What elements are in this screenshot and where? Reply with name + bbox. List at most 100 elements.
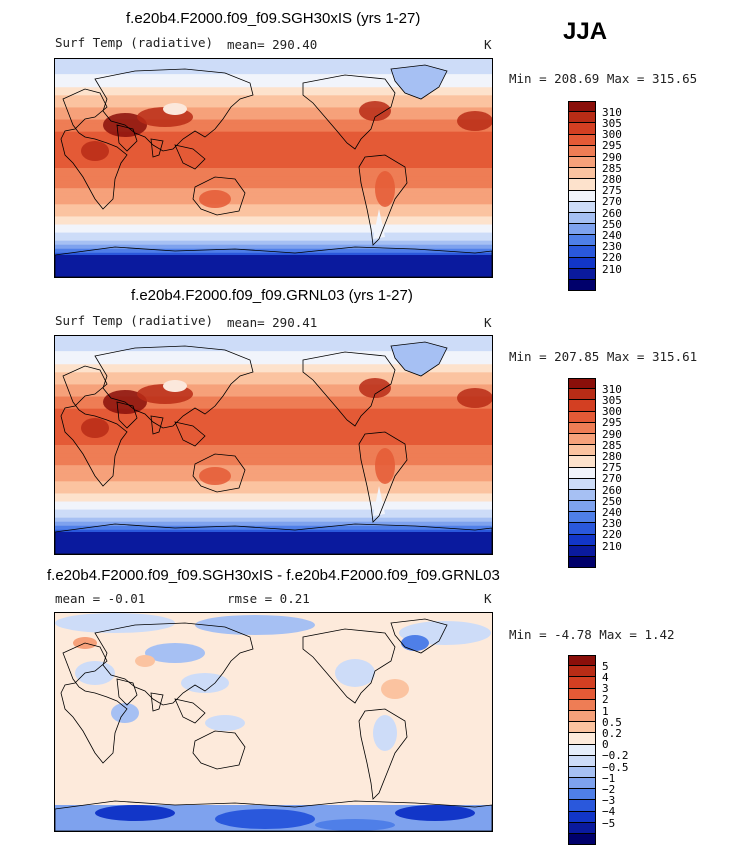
temperature-band	[55, 234, 492, 238]
temperature-band	[55, 501, 492, 507]
temperature-band	[55, 517, 492, 521]
temperature-band	[55, 485, 492, 491]
colorbar-swatch	[568, 811, 596, 823]
temperature-band	[55, 525, 492, 529]
temperature-band	[55, 523, 492, 527]
temperature-band	[55, 364, 492, 369]
temperature-band	[55, 131, 492, 137]
temperature-band	[55, 354, 492, 358]
colorbar-swatches-bottom	[568, 655, 596, 845]
colorbar-swatch	[568, 389, 596, 401]
colorbar-swatch	[568, 257, 596, 269]
temperature-band	[55, 445, 492, 450]
temperature-band	[55, 345, 492, 349]
difference-region	[401, 635, 429, 651]
coastline-south-america	[358, 431, 408, 523]
colorbar-tick-label: 230	[602, 240, 622, 254]
colorbar-tick-label: −1	[602, 771, 616, 785]
temperature-band	[55, 489, 492, 495]
temperature-band	[55, 396, 492, 402]
mean-label-middle: mean= 290.41	[227, 315, 318, 330]
temperature-band	[55, 388, 492, 394]
season-label: JJA	[563, 18, 608, 45]
colorbar-tick-label: 220	[602, 251, 622, 265]
temperature-band	[55, 351, 492, 355]
coastline-greenland	[390, 341, 448, 377]
colorbar-tick-label: 0	[602, 738, 609, 752]
temperature-band	[55, 248, 492, 252]
temperature-band	[55, 449, 492, 454]
colorbar-swatch	[568, 268, 596, 280]
temperature-band	[55, 228, 492, 232]
colorbar-tick-label: −0.2	[602, 749, 629, 763]
colorbar-swatch	[568, 145, 596, 157]
colorbar-swatches-top	[568, 101, 596, 292]
colorbar-swatch	[568, 456, 596, 468]
colorbar-tick-label: 220	[602, 528, 622, 542]
difference-region	[373, 715, 397, 751]
minmax-label-bottom: Min = -4.78 Max = 1.42	[509, 627, 675, 642]
temperature-band	[55, 80, 492, 84]
temperature-band	[55, 188, 492, 193]
difference-region	[145, 643, 205, 663]
temperature-band	[55, 497, 492, 503]
colorbar-swatch	[568, 688, 596, 700]
colorbar-tick-label: 280	[602, 449, 622, 463]
rmse-label-bottom: rmse = 0.21	[227, 591, 310, 606]
colorbar-swatch	[568, 445, 596, 457]
colorbar-swatch	[568, 400, 596, 412]
temperature-band	[55, 220, 492, 226]
temperature-band	[55, 238, 492, 242]
colorbar-tick-label: 240	[602, 228, 622, 242]
temperature-band	[55, 172, 492, 177]
temperature-band	[55, 236, 492, 240]
map-panel-top	[54, 58, 493, 278]
temperature-band	[55, 216, 492, 222]
temperature-band	[55, 465, 492, 470]
temperature-band	[55, 180, 492, 185]
temperature-band	[55, 200, 492, 205]
colorbar-swatch	[568, 179, 596, 191]
temperature-band	[55, 151, 492, 157]
temperature-band	[55, 230, 492, 234]
colorbar-swatch	[568, 822, 596, 834]
temperature-band	[55, 240, 492, 244]
colorbar-swatch	[568, 156, 596, 169]
coastline-arabia-india	[116, 124, 164, 158]
colorbar-swatch	[568, 755, 596, 767]
temperature-band	[55, 469, 492, 474]
coastline-australia	[192, 730, 246, 770]
temperature-band	[55, 244, 492, 248]
temperature-band	[55, 440, 492, 446]
colorbar-swatch	[568, 112, 596, 124]
colorbar-swatch	[568, 744, 596, 756]
colorbar-tick-label: 0.2	[602, 726, 622, 740]
temperature-band	[55, 412, 492, 418]
warm-region	[199, 467, 231, 485]
coastline-se-asia	[174, 144, 206, 170]
colorbar-tick-label: 230	[602, 517, 622, 531]
colorbar-tick-label: 285	[602, 161, 622, 175]
colorbar-swatch	[568, 766, 596, 779]
temperature-band	[55, 436, 492, 442]
difference-region	[55, 613, 175, 633]
colorbar-top: 310 305 300 295 290 285 280 275 270 260 250 240 230 2…	[568, 101, 678, 292]
panel-title-bottom: f.e20b4.F2000.f09_f09.SGH30xIS - f.e20b4…	[47, 567, 500, 584]
colorbar-swatch	[568, 467, 596, 479]
difference-region	[195, 615, 315, 635]
temperature-band	[55, 123, 492, 129]
colorbar-swatch	[568, 733, 596, 745]
colorbar-tick-label: 260	[602, 206, 622, 220]
colorbar-swatch	[568, 478, 596, 490]
colorbar-swatch	[568, 280, 596, 292]
colorbar-tick-label: −2	[602, 782, 616, 796]
difference-region	[335, 659, 375, 687]
temperature-band	[55, 432, 492, 438]
temperature-band	[55, 242, 492, 246]
colorbar-swatch	[568, 235, 596, 247]
temperature-band	[55, 511, 492, 515]
colorbar-swatch	[568, 212, 596, 225]
colorbar-tick-label: −5	[602, 816, 616, 830]
temperature-band	[55, 99, 492, 105]
colorbar-swatch	[568, 134, 596, 146]
